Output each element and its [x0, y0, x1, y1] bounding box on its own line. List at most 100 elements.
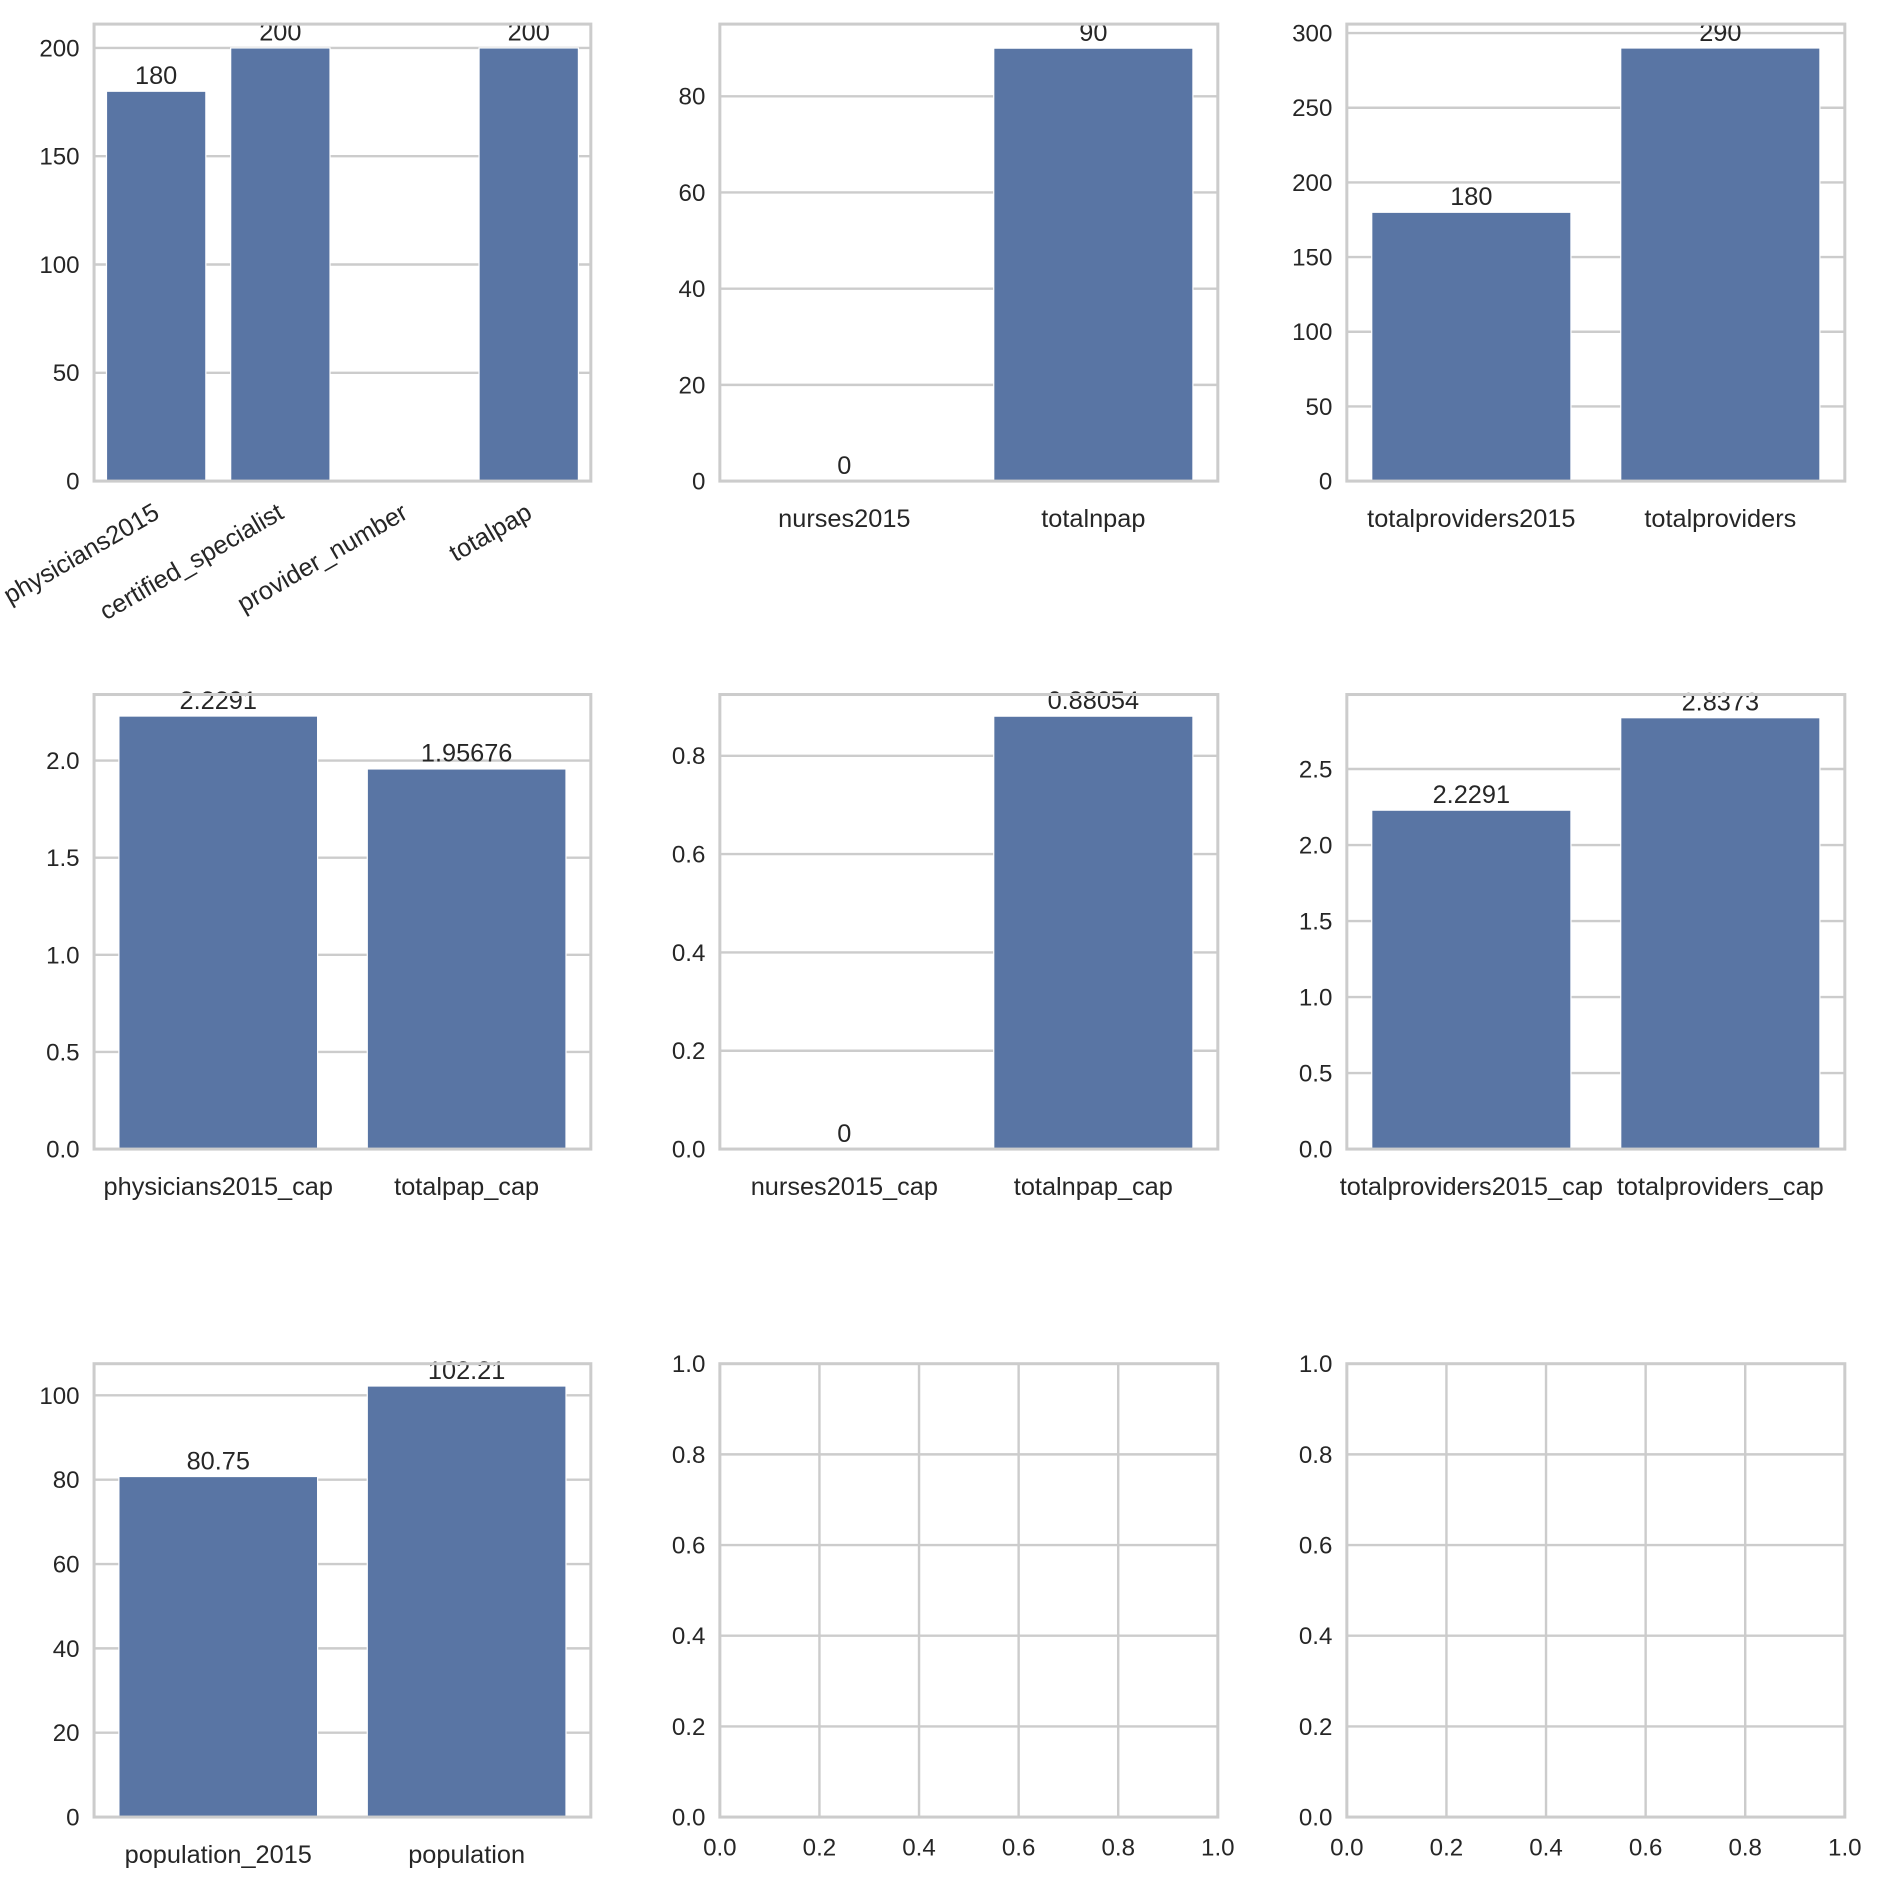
- y-tick-label: 60: [53, 1551, 80, 1578]
- x-tick-label: 0.6: [1629, 1835, 1663, 1862]
- subplot-4: 0.0 0.5 1.0 1.5 2.0 2.2291 physicians2015_cap 1…: [46, 687, 593, 1201]
- x-tick-label: totalproviders2015_cap: [1340, 1173, 1603, 1201]
- bar-value-label: 80.75: [187, 1447, 250, 1475]
- y-tick-label: 0.6: [672, 842, 706, 869]
- y-tick-label: 0: [692, 469, 705, 496]
- y-tick-label: 0.5: [1299, 1061, 1333, 1088]
- bar-value-label: 2.8373: [1682, 688, 1759, 716]
- axes-frame: [1345, 693, 1847, 1151]
- y-tick-label: 0.0: [672, 1805, 706, 1832]
- x-tick-label: population: [408, 1841, 525, 1869]
- y-tick-label: 0.5: [46, 1039, 80, 1066]
- bar: [1620, 717, 1821, 1150]
- y-tick-label: 150: [39, 144, 79, 171]
- x-tick-label: 1.0: [1201, 1835, 1235, 1862]
- subplot-9: 0.0 0.2 0.4 0.6 0.8 1.0 0.0 0.2 0.4 0.6 0.8 1.0: [1299, 1351, 1862, 1862]
- x-tick-label: 0.4: [902, 1835, 936, 1862]
- axes-frame: [92, 1362, 593, 1819]
- axes-frame: [718, 22, 1220, 483]
- bar: [993, 715, 1194, 1150]
- x-tick-label: 0.4: [1529, 1835, 1563, 1862]
- bar: [230, 47, 331, 482]
- bar: [366, 768, 567, 1150]
- bar: [118, 1475, 319, 1818]
- y-tick-label: 0: [1319, 469, 1332, 496]
- bar-value-label: 180: [135, 62, 177, 90]
- subplot-3: 050100150200250300180totalproviders20152…: [1292, 19, 1847, 533]
- bar: [478, 47, 580, 482]
- y-tick-label: 0.0: [1299, 1805, 1333, 1832]
- y-tick-label: 100: [39, 252, 79, 279]
- x-tick-label: totalnpap: [1041, 505, 1145, 533]
- axes-frame: [92, 22, 593, 483]
- x-tick-label: totalproviders2015: [1367, 505, 1575, 533]
- y-tick-label: 1.0: [1299, 1351, 1333, 1378]
- y-tick-label: 20: [679, 372, 706, 399]
- y-tick-label: 0.6: [1299, 1532, 1333, 1559]
- y-tick-label: 50: [1306, 394, 1333, 421]
- y-tick-label: 1.0: [46, 942, 80, 969]
- y-tick-label: 0.4: [672, 1623, 706, 1650]
- y-tick-label: 1.0: [672, 1351, 706, 1378]
- y-tick-label: 0: [66, 1805, 79, 1832]
- axes-frame: [1345, 1362, 1847, 1819]
- bar-value-label: 0.88054: [1048, 687, 1140, 715]
- x-tick-label: totalnpap_cap: [1014, 1173, 1173, 1201]
- bar-value-label: 1.95676: [421, 740, 512, 768]
- y-tick-label: 150: [1292, 245, 1332, 272]
- y-tick-label: 40: [679, 276, 706, 303]
- y-tick-label: 0: [66, 469, 79, 496]
- y-tick-label: 0.0: [672, 1137, 706, 1164]
- x-tick-label: nurses2015: [778, 505, 910, 533]
- y-tick-label: 0.0: [46, 1137, 80, 1164]
- y-tick-label: 60: [679, 180, 706, 207]
- y-tick-label: 300: [1292, 21, 1332, 48]
- y-tick-label: 50: [53, 360, 80, 387]
- y-tick-label: 0.0: [1299, 1137, 1333, 1164]
- y-tick-label: 80: [679, 84, 706, 111]
- y-tick-label: 0.8: [1299, 1442, 1333, 1469]
- x-tick-label: 0.0: [1330, 1835, 1364, 1862]
- x-tick-label: 0.2: [803, 1835, 837, 1862]
- y-tick-label: 0.2: [672, 1714, 706, 1741]
- axes-frame: [718, 1362, 1220, 1819]
- x-tick-label: 1.0: [1828, 1835, 1862, 1862]
- bar-value-label: 180: [1450, 183, 1492, 211]
- bar-value-label: 0: [837, 1120, 851, 1148]
- x-tick-label: nurses2015_cap: [751, 1173, 938, 1201]
- y-tick-label: 200: [1292, 170, 1332, 197]
- y-tick-label: 20: [53, 1720, 80, 1747]
- y-tick-label: 1.0: [1299, 984, 1333, 1011]
- axes-frame: [1345, 22, 1847, 483]
- bar: [1371, 809, 1572, 1150]
- x-tick-label: totalproviders_cap: [1617, 1173, 1824, 1201]
- y-tick-label: 0.4: [672, 940, 706, 967]
- y-tick-label: 0.8: [672, 743, 706, 770]
- subplot-7: 0 20 40 60 80 100 80.75 population_2015 102.21 po…: [39, 1357, 593, 1869]
- y-tick-label: 0.4: [1299, 1623, 1333, 1650]
- x-tick-label: 0.8: [1728, 1835, 1762, 1862]
- y-tick-label: 80: [53, 1467, 80, 1494]
- x-tick-label: 0.8: [1101, 1835, 1135, 1862]
- y-tick-label: 200: [39, 35, 79, 62]
- bar: [993, 47, 1194, 482]
- y-tick-label: 2.0: [46, 748, 80, 775]
- x-tick-label: 0.0: [703, 1835, 737, 1862]
- subplot-5: 0.0 0.2 0.4 0.6 0.8 0 nurses2015_cap 0.88054 tot…: [672, 687, 1220, 1201]
- x-tick-label: physicians2015_cap: [104, 1173, 333, 1201]
- y-tick-label: 2.0: [1299, 832, 1333, 859]
- subplot-8: 0.0 0.2 0.4 0.6 0.8 1.0 0.0 0.2 0.4 0.6 0.8 1.0: [672, 1351, 1235, 1862]
- subplot-6: 0.0 0.5 1.0 1.5 2.0 2.5 2.2291 totalproviders20…: [1299, 688, 1847, 1201]
- y-tick-label: 1.5: [1299, 908, 1333, 935]
- y-tick-label: 100: [39, 1383, 79, 1410]
- y-tick-label: 40: [53, 1636, 80, 1663]
- x-tick-label: totalpap_cap: [394, 1173, 539, 1201]
- bar: [1620, 47, 1821, 482]
- bar-value-label: 2.2291: [180, 687, 257, 715]
- bar-value-label: 0: [837, 452, 851, 480]
- subplot-1: 050100150200180physicians2015200certifie…: [0, 19, 593, 626]
- axes-frame: [92, 693, 593, 1151]
- x-tick-label: population_2015: [125, 1841, 312, 1869]
